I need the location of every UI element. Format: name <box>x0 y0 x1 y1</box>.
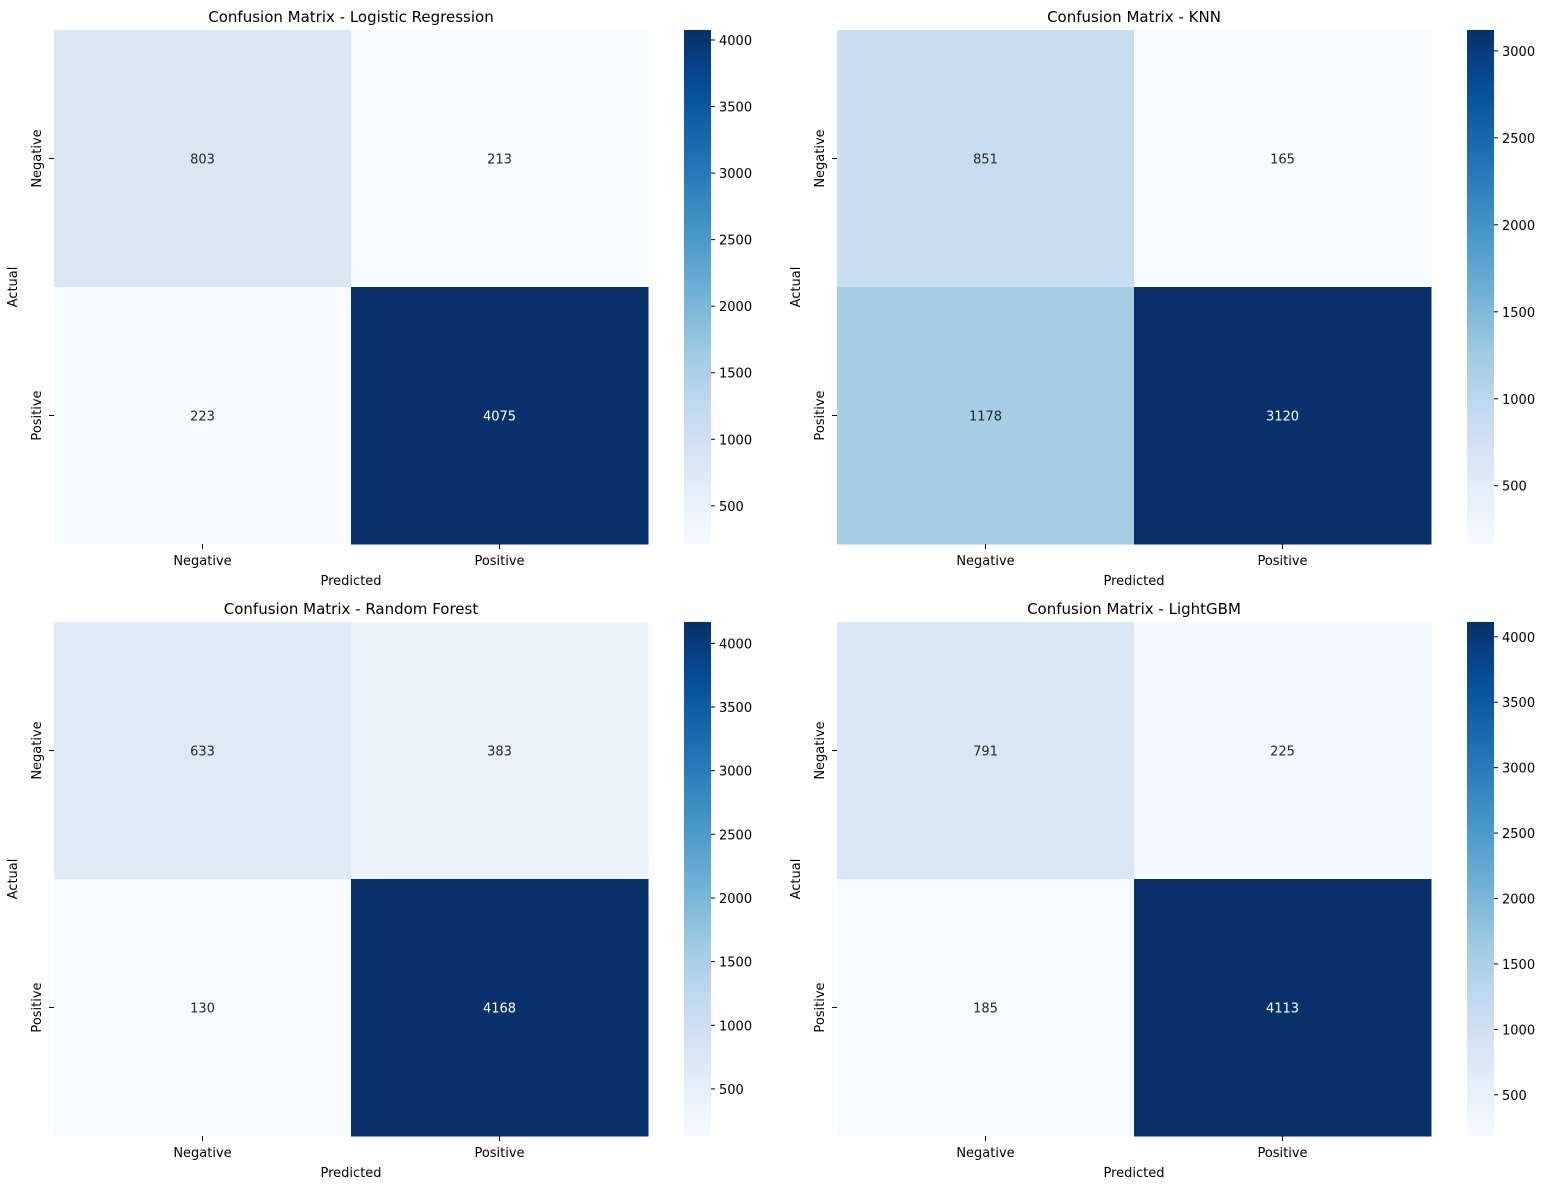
cell-value-label: 1178 <box>969 410 1002 425</box>
colorbar-tick-label: 1000 <box>1502 1023 1535 1038</box>
heatmap-cell <box>1134 879 1432 1137</box>
colorbar-tick-label: 4000 <box>719 637 752 652</box>
heatmap-cell <box>1134 622 1432 880</box>
cell-value-label: 633 <box>190 745 215 760</box>
heatmap-cell <box>837 879 1135 1137</box>
heatmap-cell <box>1134 30 1432 288</box>
colorbar-tick-label: 4000 <box>1502 631 1535 646</box>
confusion-matrix-panel-3: Confusion Matrix - Random Forest 633 383 13… <box>6 600 752 1181</box>
heatmap-cell <box>54 622 352 880</box>
cell-value-label: 185 <box>973 1002 998 1017</box>
colorbar-tick-label: 3000 <box>719 167 752 182</box>
colorbar-tick-label: 1500 <box>719 367 752 382</box>
y-axis-label: Actual <box>6 267 21 308</box>
y-tick-label: Positive <box>30 982 45 1032</box>
x-tick-label: Negative <box>173 554 231 569</box>
x-tick-label: Positive <box>474 554 524 569</box>
x-tick-label: Positive <box>1257 1146 1307 1161</box>
confusion-matrix-panel-1: Confusion Matrix - Logistic Regression 80… <box>6 8 752 589</box>
colorbar-tick-label: 2000 <box>1502 892 1535 907</box>
x-tick-label: Negative <box>956 554 1014 569</box>
cell-value-label: 803 <box>190 153 215 168</box>
y-tick-label: Positive <box>813 982 828 1032</box>
x-axis-label: Predicted <box>320 574 381 589</box>
colorbar-tick-label: 1000 <box>1502 393 1535 408</box>
heatmap-cell <box>837 30 1135 288</box>
colorbar-tick-label: 1000 <box>719 1019 752 1034</box>
y-tick-label: Negative <box>813 129 828 187</box>
cell-value-label: 4113 <box>1266 1002 1299 1017</box>
x-tick-label: Positive <box>474 1146 524 1161</box>
panel-title: Confusion Matrix - Random Forest <box>224 600 479 618</box>
heatmap-cell <box>54 879 352 1137</box>
colorbar-tick-label: 3000 <box>1502 45 1535 60</box>
colorbar-tick-label: 500 <box>719 500 744 515</box>
colorbar-tick-label: 3500 <box>1502 696 1535 711</box>
colorbar <box>1467 30 1494 544</box>
y-axis-label: Actual <box>789 267 804 308</box>
cell-value-label: 4075 <box>483 410 516 425</box>
confusion-matrix-panel-2: Confusion Matrix - KNN 851 165 1178 3120 Nega… <box>789 8 1535 589</box>
heatmap-cell <box>54 287 352 545</box>
y-axis-label: Actual <box>6 859 21 900</box>
colorbar-tick-label: 1500 <box>719 956 752 971</box>
colorbar-tick-label: 1000 <box>719 433 752 448</box>
colorbar <box>1467 622 1494 1136</box>
panel-title: Confusion Matrix - Logistic Regression <box>208 8 493 26</box>
cell-value-label: 165 <box>1270 153 1295 168</box>
x-axis-label: Predicted <box>1103 574 1164 589</box>
colorbar-tick-label: 500 <box>719 1083 744 1098</box>
cell-value-label: 213 <box>487 153 512 168</box>
colorbar-tick-label: 2000 <box>719 300 752 315</box>
colorbar <box>684 30 711 544</box>
colorbar-tick-label: 3000 <box>1502 762 1535 777</box>
x-tick-label: Negative <box>956 1146 1014 1161</box>
colorbar-tick-label: 3500 <box>719 101 752 116</box>
heatmap-cell <box>54 30 352 288</box>
heatmap-cell <box>351 879 649 1137</box>
panel-title: Confusion Matrix - LightGBM <box>1027 600 1241 618</box>
colorbar-tick-label: 4000 <box>719 34 752 49</box>
y-tick-label: Positive <box>30 390 45 440</box>
heatmap-cell <box>351 30 649 288</box>
colorbar-tick-label: 2500 <box>1502 827 1535 842</box>
cell-value-label: 791 <box>973 745 998 760</box>
colorbar-tick-label: 500 <box>1502 1089 1527 1104</box>
cell-value-label: 851 <box>973 153 998 168</box>
panel-title: Confusion Matrix - KNN <box>1047 8 1221 26</box>
cell-value-label: 383 <box>487 745 512 760</box>
confusion-matrix-panel-4: Confusion Matrix - LightGBM 791 225 185 4113… <box>789 600 1535 1181</box>
heatmap-cell <box>1134 287 1432 545</box>
colorbar-tick-label: 500 <box>1502 480 1527 495</box>
cell-value-label: 3120 <box>1266 410 1299 425</box>
heatmap-cell <box>837 622 1135 880</box>
heatmap-cell <box>351 287 649 545</box>
y-tick-label: Negative <box>30 129 45 187</box>
x-tick-label: Negative <box>173 1146 231 1161</box>
colorbar-tick-label: 2500 <box>719 234 752 249</box>
cell-value-label: 4168 <box>483 1002 516 1017</box>
y-axis-label: Actual <box>789 859 804 900</box>
heatmap-cell <box>837 287 1135 545</box>
colorbar-tick-label: 1500 <box>1502 306 1535 321</box>
x-axis-label: Predicted <box>1103 1166 1164 1181</box>
colorbar <box>684 622 711 1136</box>
x-axis-label: Predicted <box>320 1166 381 1181</box>
y-tick-label: Negative <box>813 721 828 779</box>
colorbar-tick-label: 2000 <box>1502 219 1535 234</box>
colorbar-tick-label: 2500 <box>719 828 752 843</box>
cell-value-label: 223 <box>190 410 215 425</box>
colorbar-tick-label: 3500 <box>719 701 752 716</box>
x-tick-label: Positive <box>1257 554 1307 569</box>
heatmap-cell <box>351 622 649 880</box>
colorbar-tick-label: 1500 <box>1502 958 1535 973</box>
cell-value-label: 130 <box>190 1002 215 1017</box>
colorbar-tick-label: 2500 <box>1502 132 1535 147</box>
cell-value-label: 225 <box>1270 745 1295 760</box>
y-tick-label: Positive <box>813 390 828 440</box>
colorbar-tick-label: 3000 <box>719 765 752 780</box>
y-tick-label: Negative <box>30 721 45 779</box>
colorbar-tick-label: 2000 <box>719 892 752 907</box>
